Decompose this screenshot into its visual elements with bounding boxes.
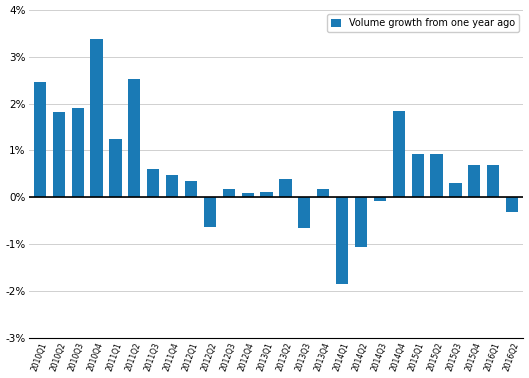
Bar <box>166 175 178 197</box>
Bar <box>53 112 65 197</box>
Bar <box>90 39 103 197</box>
Bar <box>506 197 518 212</box>
Bar <box>374 197 386 201</box>
Bar <box>431 154 443 197</box>
Bar <box>393 110 405 197</box>
Bar <box>487 164 499 197</box>
Bar <box>223 189 235 197</box>
Bar <box>317 189 330 197</box>
Bar <box>128 79 141 197</box>
Bar <box>185 181 197 197</box>
Bar <box>449 183 462 197</box>
Bar <box>204 197 216 226</box>
Bar <box>298 197 311 228</box>
Bar <box>279 179 291 197</box>
Bar <box>71 108 84 197</box>
Bar <box>110 139 122 197</box>
Bar <box>260 192 273 197</box>
Bar <box>468 164 480 197</box>
Bar <box>355 197 367 247</box>
Bar <box>147 169 159 197</box>
Bar <box>336 197 348 284</box>
Legend: Volume growth from one year ago: Volume growth from one year ago <box>327 14 518 32</box>
Bar <box>412 154 424 197</box>
Bar <box>242 193 254 197</box>
Bar <box>34 82 46 197</box>
